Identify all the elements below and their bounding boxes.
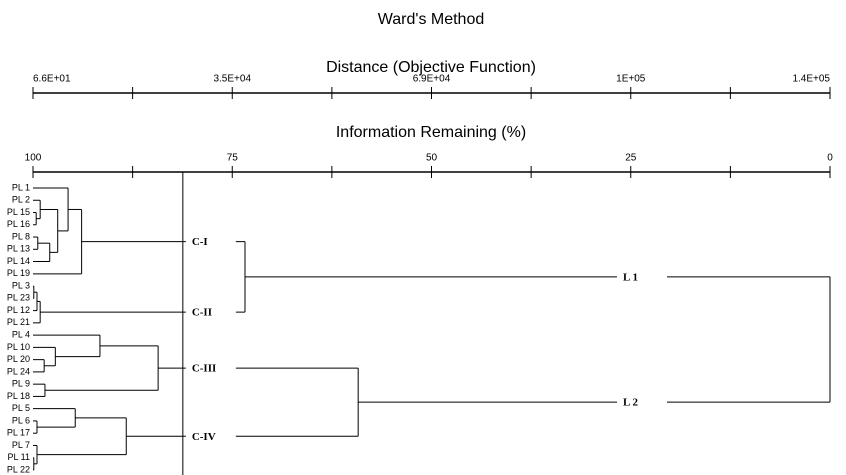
distance-axis-label: Distance (Objective Function) [326,59,536,76]
leaf-label: PL 2 [12,195,30,205]
distance-tick-label: 6.6E+01 [33,74,71,85]
label-gap [617,269,667,284]
leaf-label: PL 1 [12,182,30,192]
label-gap [185,305,236,320]
cluster-label: C-III [192,363,216,375]
leaf-label: PL 9 [12,379,30,389]
x-tick-label: 100 [25,153,42,164]
leaf-label: PL 12 [7,305,30,315]
leaf-label: PL 11 [7,452,30,462]
leaf-label: PL 19 [7,268,30,278]
leaf-label: PL 20 [7,354,30,364]
leaf-label: PL 8 [12,231,30,241]
cluster-label: C-II [192,307,212,319]
cluster-label: L 2 [623,397,638,409]
x-tick-label: 50 [426,153,438,164]
chart-title: Ward's Method [378,11,485,28]
leaf-label: PL 14 [7,256,30,266]
cluster-label: C-I [192,236,208,248]
x-tick-label: 75 [227,153,239,164]
leaf-label: PL 13 [7,244,30,254]
leaf-label: PL 4 [12,329,30,339]
leaf-label: PL 22 [7,464,30,474]
leaf-label: PL 17 [7,428,30,438]
distance-tick-label: 3.5E+04 [213,74,251,85]
leaf-label: PL 24 [7,366,30,376]
x-tick-label: 0 [827,153,833,164]
leaf-label: PL 3 [12,280,30,290]
leaf-label: PL 5 [12,403,30,413]
cluster-label: L 1 [623,271,638,283]
label-gap [185,429,236,444]
leaf-label: PL 21 [7,317,30,327]
label-gap [185,361,236,376]
label-gap [617,395,667,410]
leaf-label: PL 6 [12,415,30,425]
leaf-label: PL 18 [7,391,30,401]
distance-tick-label: 1E+05 [616,74,646,85]
x-tick-label: 25 [625,153,637,164]
cluster-label: C-IV [192,431,216,443]
leaf-label: PL 16 [7,219,30,229]
distance-tick-label: 1.4E+05 [792,74,830,85]
leaf-label: PL 7 [12,440,30,450]
distance-tick-label: 6.9E+04 [413,74,451,85]
label-gap [185,234,236,249]
leaf-label: PL 10 [7,342,30,352]
x-axis-label: Information Remaining (%) [336,124,526,141]
leaf-label: PL 15 [7,207,30,217]
leaf-label: PL 23 [7,293,30,303]
